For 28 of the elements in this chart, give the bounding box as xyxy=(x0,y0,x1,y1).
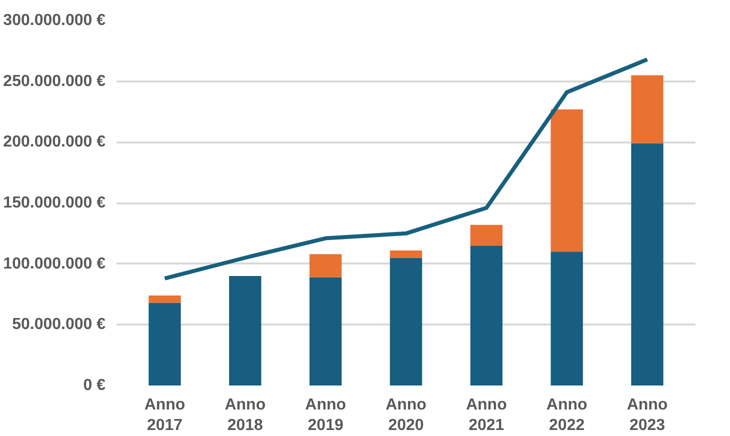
y-tick-label: 0 € xyxy=(83,377,106,394)
x-tick-label: Anno 2018 xyxy=(224,396,266,434)
bar xyxy=(470,246,502,386)
x-tick-label: Anno 2023 xyxy=(626,396,668,434)
y-tick-label: 200.000.000 € xyxy=(3,134,106,151)
bar xyxy=(390,250,422,258)
x-tick-label: Anno 2017 xyxy=(144,396,186,434)
x-tick-label: Anno 2019 xyxy=(305,396,346,434)
bar xyxy=(550,109,583,252)
y-tick-label: 100.000.000 € xyxy=(3,255,106,272)
bar xyxy=(310,254,342,278)
bar xyxy=(631,143,664,386)
x-tick-label: Anno 2020 xyxy=(386,396,427,434)
bar xyxy=(550,252,583,386)
x-tick-label: Anno 2021 xyxy=(466,396,508,434)
y-tick-label: 50.000.000 € xyxy=(12,316,106,334)
line-series xyxy=(162,57,650,280)
y-tick-label: 150.000.000 € xyxy=(3,194,106,212)
bar xyxy=(470,224,502,246)
y-tick-label: 250.000.000 € xyxy=(3,72,106,90)
bar xyxy=(390,258,422,386)
bar xyxy=(310,277,342,386)
x-tick-label: Anno 2022 xyxy=(546,396,588,434)
bar xyxy=(229,276,262,386)
bar xyxy=(631,75,664,144)
bar xyxy=(148,302,181,386)
bar xyxy=(148,295,181,303)
y-tick-label: 300.000.000 € xyxy=(3,12,106,29)
